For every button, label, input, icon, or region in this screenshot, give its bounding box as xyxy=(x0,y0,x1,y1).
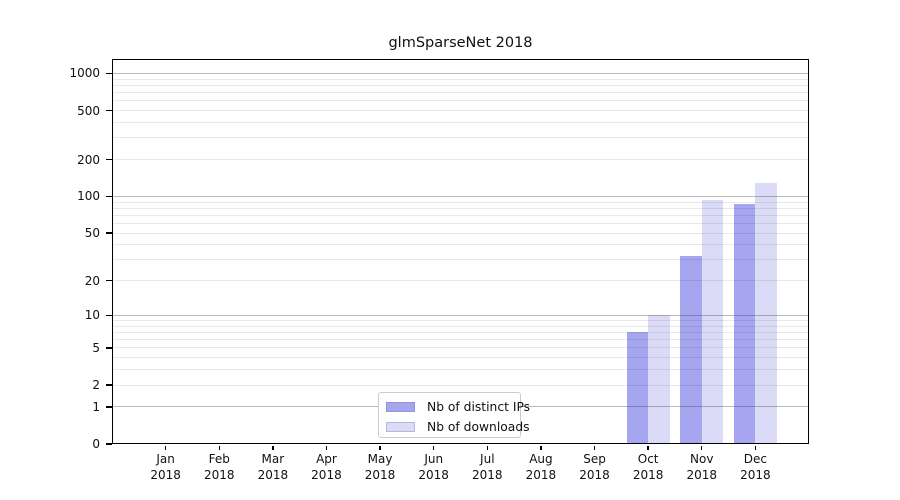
gridline-major-100 xyxy=(112,195,809,198)
gridline-minor-20 xyxy=(112,280,809,282)
bar-nov-distinct-ips xyxy=(680,256,702,444)
y-tick-label-1: 1 xyxy=(92,399,100,414)
x-tick-label-oct: Oct 2018 xyxy=(632,452,664,482)
gridline-minor-7 xyxy=(112,331,809,333)
y-tick-label-100: 100 xyxy=(77,189,100,204)
gridline-minor-9 xyxy=(112,320,809,321)
gridline-minor-2 xyxy=(112,384,809,386)
x-tick-mark-jan xyxy=(164,445,167,450)
y-tick-mark-20 xyxy=(106,280,112,282)
y-tick-label-1000: 1000 xyxy=(69,66,100,81)
y-tick-mark-10 xyxy=(106,314,112,317)
chart-title: glmSparseNet 2018 xyxy=(388,35,533,51)
y-tick-mark-50 xyxy=(106,232,112,234)
bar-oct-distinct-ips xyxy=(626,332,649,444)
y-tick-mark-200 xyxy=(106,158,112,161)
gridline-minor-8 xyxy=(112,325,809,327)
y-tick-label-500: 500 xyxy=(77,103,100,118)
gridline-major-1000 xyxy=(112,72,809,75)
gridline-minor-90 xyxy=(112,201,809,203)
x-tick-mark-mar xyxy=(272,445,274,450)
y-tick-mark-5 xyxy=(106,347,112,349)
x-tick-mark-aug xyxy=(540,445,542,450)
y-tick-label-0: 0 xyxy=(92,437,100,451)
x-tick-label-mar: Mar 2018 xyxy=(257,452,289,482)
gridline-minor-3 xyxy=(112,369,809,371)
x-tick-label-jan: Jan 2018 xyxy=(150,452,181,482)
x-tick-label-apr: Apr 2018 xyxy=(311,452,342,482)
x-tick-label-dec: Dec 2018 xyxy=(740,452,771,482)
gridline-minor-80 xyxy=(112,207,809,209)
x-tick-mark-apr xyxy=(325,445,328,450)
gridline-minor-800 xyxy=(112,84,809,86)
y-tick-label-20: 20 xyxy=(84,273,100,288)
y-tick-label-50: 50 xyxy=(84,226,100,241)
x-tick-mark-sep xyxy=(593,445,596,450)
gridline-minor-30 xyxy=(112,259,809,261)
gridline-minor-5 xyxy=(112,347,809,349)
bar-nov-downloads xyxy=(701,200,724,444)
legend-swatch-downloads xyxy=(386,422,415,432)
y-tick-mark-0 xyxy=(106,443,112,445)
x-tick-mark-feb xyxy=(218,445,220,450)
legend: Nb of distinct IPs Nb of downloads xyxy=(378,392,530,438)
x-tick-label-jul: Jul 2018 xyxy=(472,452,503,482)
gridline-minor-200 xyxy=(112,159,809,161)
y-tick-label-10: 10 xyxy=(84,308,100,323)
x-tick-mark-dec xyxy=(754,445,757,450)
legend-item-downloads: Nb of downloads xyxy=(379,418,530,436)
x-tick-label-may: May 2018 xyxy=(364,452,396,482)
bar-dec-distinct-ips xyxy=(733,203,756,444)
y-tick-mark-1 xyxy=(106,406,112,408)
y-tick-mark-1000 xyxy=(106,72,112,75)
y-tick-label-200: 200 xyxy=(77,152,100,167)
bar-oct-downloads xyxy=(648,315,670,444)
x-tick-label-nov: Nov 2018 xyxy=(686,452,718,482)
x-tick-mark-may xyxy=(379,445,381,450)
legend-item-distinct-ips: Nb of distinct IPs xyxy=(379,398,530,416)
y-tick-mark-100 xyxy=(106,195,112,198)
gridline-minor-60 xyxy=(112,223,809,225)
gridline-minor-6 xyxy=(112,339,809,341)
gridline-minor-400 xyxy=(112,122,809,124)
bar-dec-downloads xyxy=(755,182,777,444)
legend-label-distinct-ips: Nb of distinct IPs xyxy=(427,400,531,414)
gridline-minor-500 xyxy=(112,110,809,112)
plot-area xyxy=(112,59,809,444)
x-tick-mark-jun xyxy=(432,445,435,450)
gridline-minor-40 xyxy=(112,244,809,246)
x-tick-label-aug: Aug 2018 xyxy=(525,452,557,482)
gridline-minor-4 xyxy=(112,357,809,359)
x-tick-mark-oct xyxy=(647,445,649,450)
x-tick-mark-jul xyxy=(486,445,488,450)
gridline-minor-700 xyxy=(112,92,809,94)
gridline-minor-600 xyxy=(112,100,809,102)
gridline-major-10 xyxy=(112,314,809,317)
x-tick-label-feb: Feb 2018 xyxy=(203,452,235,482)
gridline-minor-50 xyxy=(112,232,809,234)
gridline-minor-900 xyxy=(112,78,809,80)
y-tick-mark-2 xyxy=(106,384,112,386)
y-tick-label-5: 5 xyxy=(92,340,100,355)
x-tick-mark-nov xyxy=(701,445,703,450)
y-tick-label-2: 2 xyxy=(92,378,100,393)
x-tick-label-jun: Jun 2018 xyxy=(418,452,449,482)
x-tick-label-sep: Sep 2018 xyxy=(579,452,610,482)
legend-label-downloads: Nb of downloads xyxy=(427,420,530,434)
y-tick-mark-500 xyxy=(106,109,112,112)
legend-swatch-distinct-ips xyxy=(386,402,415,412)
gridline-minor-300 xyxy=(112,137,809,139)
gridline-minor-70 xyxy=(112,214,809,216)
